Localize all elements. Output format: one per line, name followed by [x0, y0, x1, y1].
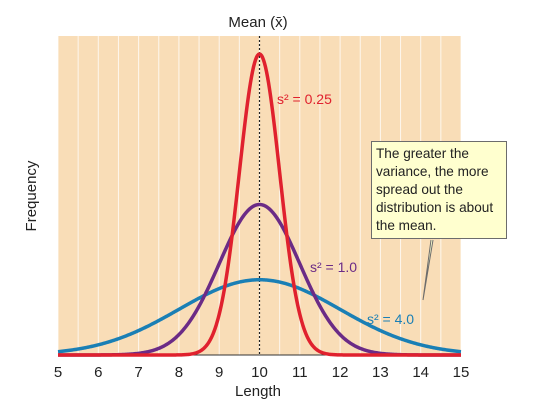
x-tick-label: 5 [54, 364, 62, 381]
series-label-var-1-0: s² = 1.0 [310, 259, 357, 275]
callout-pointer [422, 239, 434, 301]
y-axis-label: Frequency [23, 160, 40, 231]
x-tick-label: 14 [412, 364, 429, 381]
series-label-var-4-0: s² = 4.0 [367, 311, 414, 327]
x-tick-label: 11 [292, 364, 308, 381]
x-tick-label: 9 [215, 364, 223, 381]
x-tick-label: 13 [372, 364, 389, 381]
x-tick-label: 15 [453, 364, 470, 381]
series-curve [57, 278, 462, 354]
annotation-callout: The greater the variance, the more sprea… [371, 141, 507, 239]
mean-label: Mean (x̄) [228, 14, 287, 31]
x-tick-label: 8 [175, 364, 183, 381]
x-tick-label: 6 [94, 364, 102, 381]
x-tick-label: 10 [251, 364, 268, 381]
x-tick-label: 7 [134, 364, 142, 381]
x-tick-labels: 5 6 7 8 9 10 11 12 13 14 15 [54, 364, 470, 381]
curves [57, 52, 462, 357]
x-tick-label: 12 [332, 364, 349, 381]
series-curve [57, 52, 462, 357]
x-axis-label: Length [235, 383, 281, 400]
series-label-var-0-25: s² = 0.25 [277, 91, 332, 107]
